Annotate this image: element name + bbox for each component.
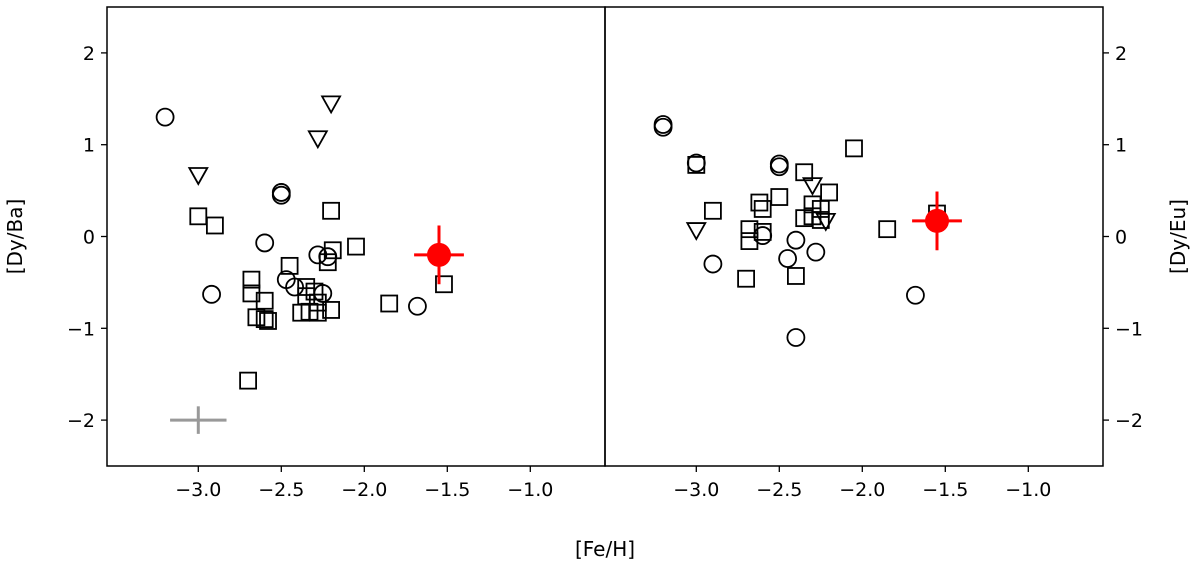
x-tick-label: −2.0 [839, 479, 885, 501]
square-marker [322, 301, 341, 319]
circle-marker [318, 247, 338, 267]
triangle-marker [685, 222, 707, 241]
x-tick-label: −1.5 [922, 479, 968, 501]
y-axis-label: [Dy/Ba] [3, 199, 27, 275]
x-tick-label: −3.0 [673, 479, 719, 501]
square-marker [753, 200, 772, 218]
circle-marker [408, 296, 427, 316]
highlight-point [925, 208, 949, 233]
square-marker [750, 193, 769, 212]
y-tick-label: 1 [83, 135, 95, 157]
square-marker [205, 216, 224, 235]
triangle-marker [815, 212, 837, 232]
x-axis-label: [Fe/H] [575, 537, 635, 561]
square-marker [322, 201, 341, 220]
y-tick-label: 2 [83, 43, 95, 65]
y-axis-label: [Dy/Eu] [1166, 199, 1190, 274]
circle-marker [285, 277, 304, 297]
square-marker [347, 237, 365, 256]
circle-marker [769, 157, 789, 177]
square-marker [820, 183, 838, 202]
y-tick-label: 0 [1115, 227, 1127, 249]
panel-right: −3.0 −2.5 −2.0 −1.5 −1.0 −2 −1 0 1 2 [Dy/Eu] [604, 6, 1190, 501]
circle-marker [308, 245, 328, 265]
square-marker [189, 207, 208, 226]
square-marker [259, 312, 277, 330]
square-marker [255, 310, 274, 329]
triangle-marker [187, 167, 209, 186]
circle-marker [786, 328, 806, 347]
y-tick-label: −2 [67, 410, 95, 432]
triangle-marker [307, 130, 329, 150]
x-tick-label: −3.0 [175, 479, 221, 501]
circle-marker [155, 107, 175, 127]
square-marker [878, 220, 897, 239]
square-marker [811, 211, 830, 229]
square-marker [380, 294, 399, 313]
circle-marker [703, 254, 723, 274]
triangle-marker [801, 177, 824, 196]
circle-marker [806, 242, 826, 262]
x-tick-label: −2.5 [258, 479, 304, 501]
square-marker [704, 201, 722, 220]
highlight-point [427, 242, 451, 267]
circle-marker [202, 284, 221, 304]
plot-frame [106, 6, 606, 467]
x-tick-label: −1.0 [1005, 479, 1051, 501]
triangle-marker [320, 95, 342, 115]
square-marker [242, 270, 261, 289]
x-tick-label: −2.0 [341, 479, 387, 501]
circle-marker [255, 233, 275, 253]
y-tick-label: −1 [67, 318, 95, 340]
square-marker [435, 275, 453, 294]
circle-marker [778, 249, 797, 268]
panel-left: −3.0 −2.5 −2.0 −1.5 −1.0 −2 −1 0 1 2 [Dy/Ba] [3, 6, 606, 501]
circle-marker [313, 284, 333, 303]
circle-marker [906, 285, 925, 305]
square-marker [318, 253, 337, 272]
square-marker [239, 371, 258, 390]
square-marker [787, 267, 805, 285]
y-tick-label: −1 [1115, 318, 1143, 340]
circle-marker [686, 153, 706, 173]
y-tick-label: 0 [83, 227, 95, 249]
circle-marker [653, 117, 673, 137]
square-marker [770, 188, 789, 206]
square-marker [300, 302, 319, 321]
x-tick-label: −1.5 [424, 479, 470, 501]
x-tick-label: −1.0 [507, 479, 553, 501]
y-tick-label: −2 [1115, 410, 1143, 432]
plot-frame [604, 6, 1104, 467]
x-tick-label: −2.5 [756, 479, 802, 501]
y-tick-label: 2 [1115, 43, 1127, 65]
square-marker [845, 139, 863, 158]
circle-marker [753, 226, 773, 245]
circle-marker [786, 230, 806, 250]
circle-marker [271, 185, 291, 205]
square-marker [737, 269, 755, 288]
y-tick-label: 1 [1115, 135, 1127, 157]
square-marker [280, 256, 299, 275]
